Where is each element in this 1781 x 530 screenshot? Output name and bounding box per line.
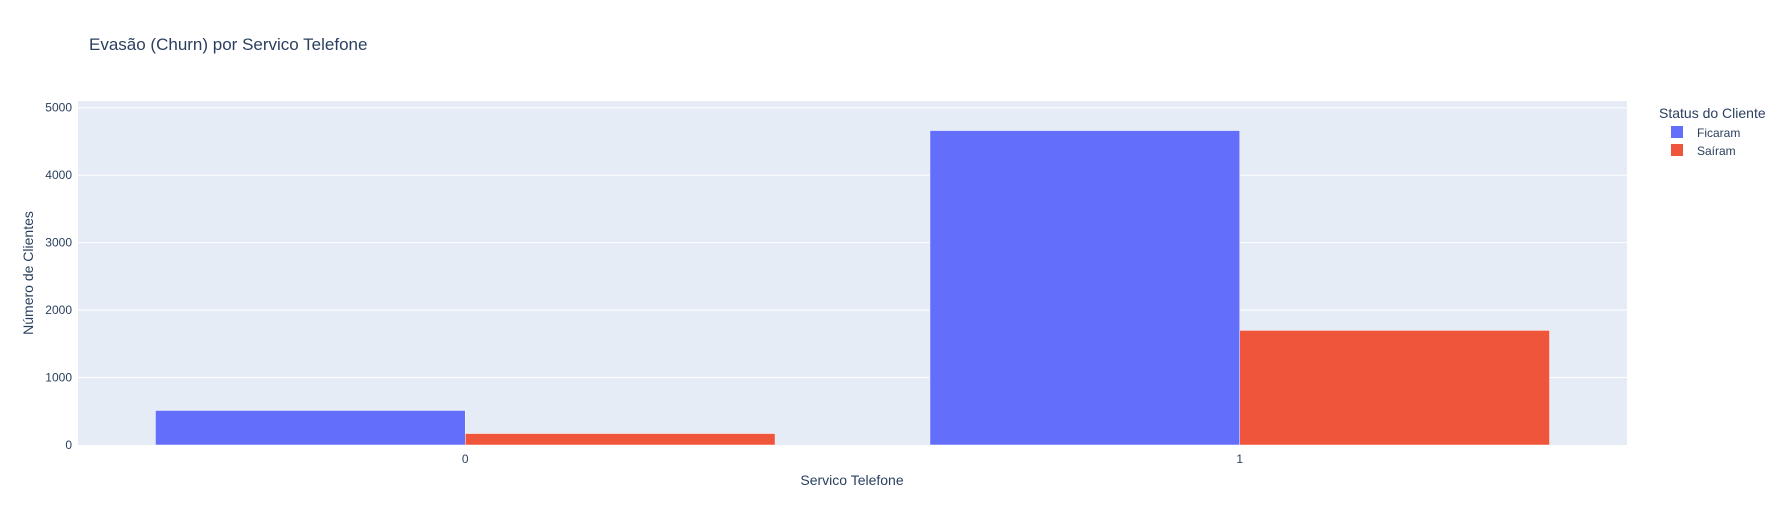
y-tick-label: 3000 [45,236,72,250]
bars[interactable] [155,130,1550,446]
x-tick-label: 1 [1236,452,1243,466]
legend: Status do Cliente Ficaram Saíram [1659,105,1766,158]
x-axis-title: Servico Telefone [800,472,903,488]
y-tick-label: 2000 [45,303,72,317]
bar-ficaram-0[interactable] [155,410,466,446]
chart-title: Evasão (Churn) por Servico Telefone [89,35,367,54]
legend-title: Status do Cliente [1659,105,1766,121]
legend-items[interactable]: Ficaram Saíram [1671,126,1740,158]
y-tick-label: 4000 [45,168,72,182]
legend-swatch[interactable] [1671,126,1683,138]
y-tick-label: 1000 [45,371,72,385]
y-tick-label: 0 [65,438,72,452]
legend-label[interactable]: Ficaram [1697,126,1740,140]
y-axis-title: Número de Clientes [20,211,36,335]
x-tick-label: 0 [462,452,469,466]
legend-swatch[interactable] [1671,144,1683,156]
bar-sairam-0[interactable] [465,433,776,446]
y-tick-label: 5000 [45,101,72,115]
legend-label[interactable]: Saíram [1697,144,1736,158]
y-axis-ticks: 0 1000 2000 3000 4000 5000 [45,101,72,452]
bar-sairam-1[interactable] [1239,330,1550,446]
bar-ficaram-1[interactable] [929,130,1240,446]
